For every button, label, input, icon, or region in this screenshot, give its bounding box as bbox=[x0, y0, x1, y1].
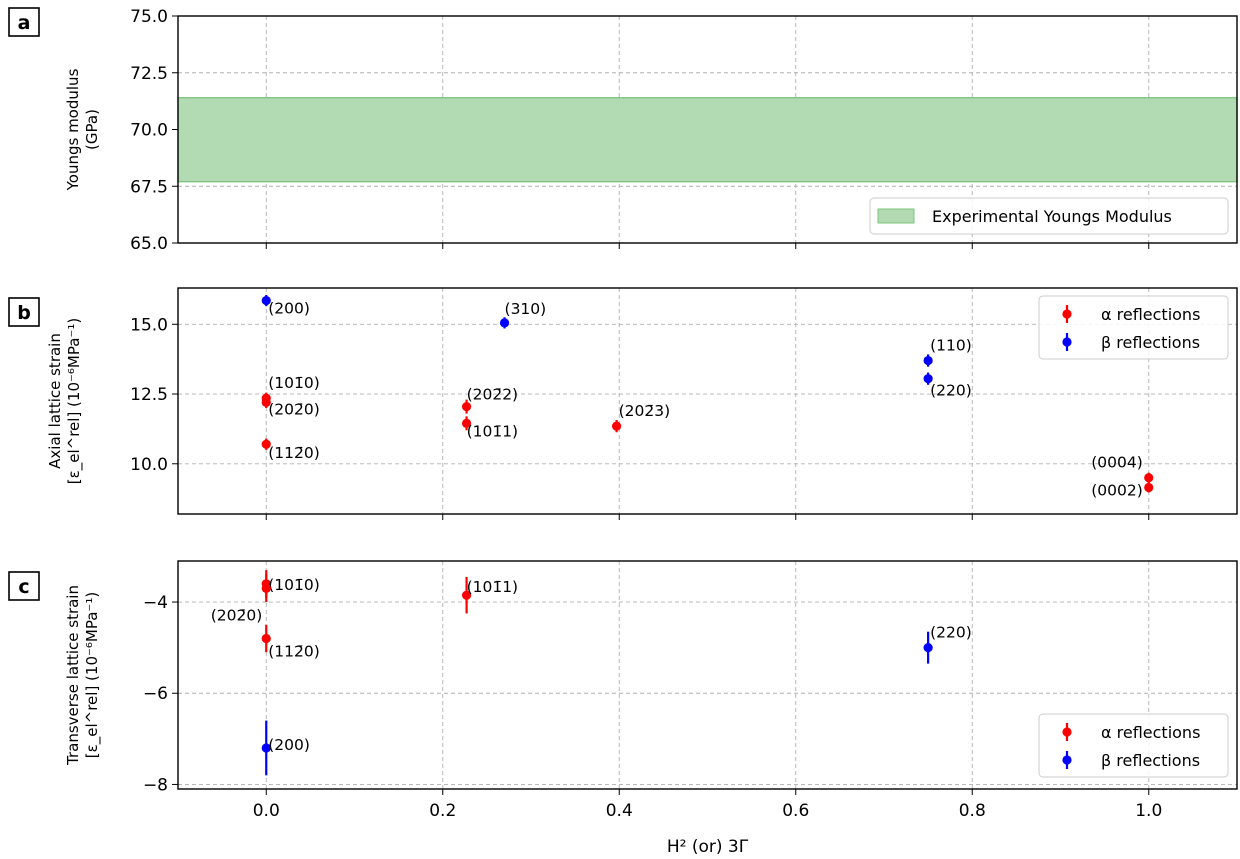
y-tick-label: −4 bbox=[143, 593, 168, 613]
series-alpha: (101̄0) (202̄0) (112̄0) (101̄1) bbox=[211, 570, 519, 661]
legend-marker bbox=[1062, 727, 1072, 737]
point-label: (202̄0) bbox=[268, 400, 320, 418]
legend: α reflections β reflections bbox=[1038, 713, 1229, 778]
x-tick-label: 0.0 bbox=[253, 801, 280, 821]
legend-label: α reflections bbox=[1101, 305, 1200, 324]
y-tick-label: −6 bbox=[143, 684, 168, 704]
y-tick-label: 70.0 bbox=[130, 121, 168, 141]
y-tick-label: 15.0 bbox=[130, 315, 168, 335]
y-tick-label: 65.0 bbox=[130, 234, 168, 254]
legend-marker bbox=[1062, 755, 1072, 765]
data-point bbox=[461, 418, 472, 428]
y-axis-label-line: [ε_el^rel] (10⁻⁶MPa⁻¹) bbox=[65, 318, 84, 484]
data-point bbox=[499, 318, 510, 328]
data-point bbox=[1144, 473, 1154, 483]
data-point bbox=[261, 397, 271, 407]
point-label: (112̄0) bbox=[268, 643, 320, 661]
point-label: (112̄0) bbox=[268, 444, 320, 462]
legend-box bbox=[1038, 295, 1229, 360]
data-point bbox=[461, 590, 472, 600]
legend-label: Experimental Youngs Modulus bbox=[932, 207, 1172, 226]
axes-frame bbox=[177, 15, 1238, 244]
data-point bbox=[261, 583, 271, 593]
legend: α reflections β reflections bbox=[1038, 295, 1229, 360]
data-point bbox=[1144, 482, 1154, 493]
legend-box bbox=[869, 197, 1229, 235]
y-axis-label: Youngs modulus(GPa) bbox=[64, 68, 101, 191]
point-label: (110) bbox=[930, 337, 972, 355]
point-label: (200) bbox=[268, 300, 310, 318]
panel-letter-box bbox=[8, 571, 40, 601]
point-label: (310) bbox=[505, 300, 547, 318]
panel-letter-a: a bbox=[8, 7, 40, 37]
y-axis-label-line: Axial lattice strain bbox=[46, 333, 64, 469]
y-tick-label: 10.0 bbox=[130, 455, 168, 475]
y-tick-label: −8 bbox=[143, 775, 168, 795]
y-axis-label: Transverse lattice strain[ε_el^rel] (10⁻… bbox=[64, 585, 102, 766]
data-point bbox=[461, 401, 472, 412]
x-tick-label: 0.8 bbox=[959, 801, 986, 821]
legend-swatch bbox=[877, 208, 915, 224]
panel-a: 65.0 67.5 70.0 72.5 75.0 Youngs modulus(GPa) E… bbox=[8, 7, 1238, 254]
experimental-band bbox=[177, 97, 1238, 183]
axes-frame bbox=[177, 560, 1238, 790]
panel-c: −8 −6 −4 0.0 0.2 0.4 0.6 0.8 1.0 Transverse latti… bbox=[8, 560, 1238, 821]
panel-letter: c bbox=[18, 576, 29, 598]
point-label: (101̄0) bbox=[268, 374, 320, 392]
point-label: (202̄3) bbox=[619, 402, 671, 420]
data-point bbox=[261, 439, 271, 449]
axes-frame bbox=[177, 287, 1238, 515]
legend-label: β reflections bbox=[1101, 751, 1200, 770]
point-label: (101̄0) bbox=[268, 576, 320, 594]
point-label: (0002) bbox=[1091, 481, 1143, 499]
y-tick-label: 75.0 bbox=[130, 7, 168, 27]
x-tick-label: 0.4 bbox=[606, 801, 633, 821]
series-beta: (200) (310) (110) (220) bbox=[261, 294, 972, 400]
data-point bbox=[923, 374, 933, 384]
y-axis-label: Axial lattice strain[ε_el^rel] (10⁻⁶MPa⁻… bbox=[46, 318, 84, 484]
panel-letter-box bbox=[8, 297, 40, 327]
y-axis-label-line: Youngs modulus bbox=[64, 68, 82, 191]
x-axis-label: H² (or) 3Γ bbox=[667, 837, 749, 857]
panel-b: 10.0 12.5 15.0 Axial lattice strain[ε_el^re… bbox=[8, 287, 1238, 520]
y-axis-label-line: Transverse lattice strain bbox=[64, 585, 82, 766]
x-tick-label: 0.2 bbox=[429, 801, 456, 821]
point-label: (101̄1) bbox=[467, 422, 519, 440]
y-tick-label: 12.5 bbox=[130, 385, 168, 405]
panel-letter: a bbox=[18, 12, 31, 34]
data-point bbox=[261, 743, 271, 753]
point-label: (101̄1) bbox=[467, 578, 519, 596]
point-label: (220) bbox=[930, 382, 972, 400]
data-point bbox=[261, 633, 271, 644]
point-label: (202̄0) bbox=[211, 606, 263, 624]
x-tick-label: 0.6 bbox=[782, 801, 809, 821]
data-point bbox=[612, 421, 622, 431]
y-axis-label-line: [ε_el^rel] (10⁻⁶MPa⁻¹) bbox=[83, 592, 102, 758]
point-label: (202̄2) bbox=[467, 386, 519, 404]
x-tick-label: 1.0 bbox=[1135, 801, 1162, 821]
data-point bbox=[923, 355, 933, 366]
y-tick-label: 67.5 bbox=[130, 177, 168, 197]
point-label: (200) bbox=[268, 736, 310, 754]
legend-label: β reflections bbox=[1101, 333, 1200, 352]
legend-box bbox=[1038, 713, 1229, 778]
data-point bbox=[923, 643, 933, 653]
legend-label: α reflections bbox=[1101, 723, 1200, 742]
panel-letter-c: c bbox=[8, 571, 40, 601]
panel-letter-box bbox=[8, 7, 40, 37]
legend: Experimental Youngs Modulus bbox=[869, 197, 1229, 235]
panel-letter-b: b bbox=[8, 297, 40, 327]
data-point bbox=[261, 295, 271, 306]
point-label: (220) bbox=[930, 624, 972, 642]
legend-marker bbox=[1062, 309, 1072, 319]
y-axis-label-line: (GPa) bbox=[83, 109, 101, 150]
series-alpha: (101̄0) (202̄0) (112̄0) (202̄2) (101̄1) (202̄… bbox=[261, 374, 1154, 499]
panel-letter: b bbox=[17, 302, 31, 324]
series-beta: (200) (220) bbox=[261, 624, 972, 776]
point-label: (0004) bbox=[1091, 454, 1143, 472]
legend-marker bbox=[1062, 337, 1072, 347]
y-tick-label: 72.5 bbox=[130, 64, 168, 84]
